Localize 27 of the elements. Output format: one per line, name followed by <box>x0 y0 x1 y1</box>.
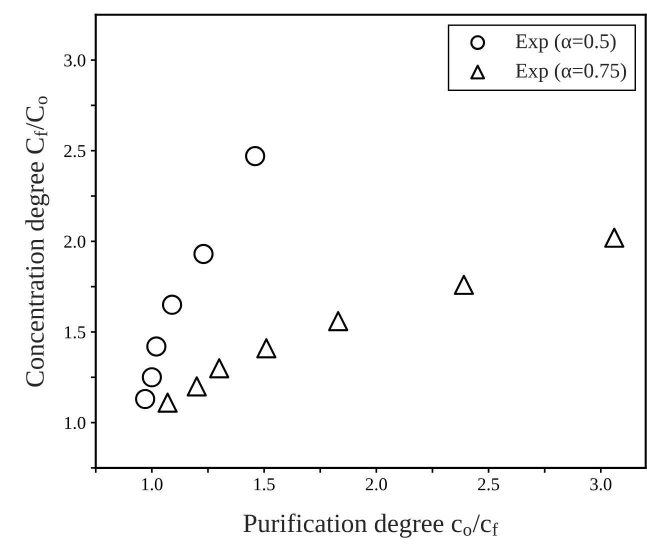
point <box>162 294 182 315</box>
x-tick-label: 3.0 <box>590 478 612 490</box>
x-tick-label: 1.0 <box>142 478 162 490</box>
x-tick-label: 2.0 <box>366 478 387 490</box>
point <box>142 367 162 388</box>
point <box>604 228 624 248</box>
y-tick-label: 3.0 <box>64 54 86 67</box>
point <box>256 338 276 358</box>
x-axis-title: Purification degree c$_{o}$/c$_{f}$ <box>244 513 498 538</box>
point <box>157 392 178 413</box>
y-axis-title: Concentration degree C$_{f}$/C$_{o}$ <box>25 96 50 387</box>
y-tick-label: 1.5 <box>65 326 86 338</box>
point <box>328 310 348 332</box>
x-tick-label: 2.5 <box>478 478 500 490</box>
point <box>193 244 214 264</box>
y-tick-label: 2.5 <box>64 145 86 158</box>
point <box>186 376 207 396</box>
point <box>209 358 230 378</box>
y-tick-label: 1.0 <box>65 416 86 430</box>
y-tick-label: 2.0 <box>64 236 86 248</box>
legend-label: Exp (α=0.5) <box>516 34 616 53</box>
point <box>454 274 474 295</box>
point <box>135 388 156 410</box>
point <box>146 336 166 357</box>
legend-label: Exp (α=0.75) <box>516 63 626 82</box>
point <box>245 146 266 166</box>
x-tick-label: 1.5 <box>254 478 275 490</box>
